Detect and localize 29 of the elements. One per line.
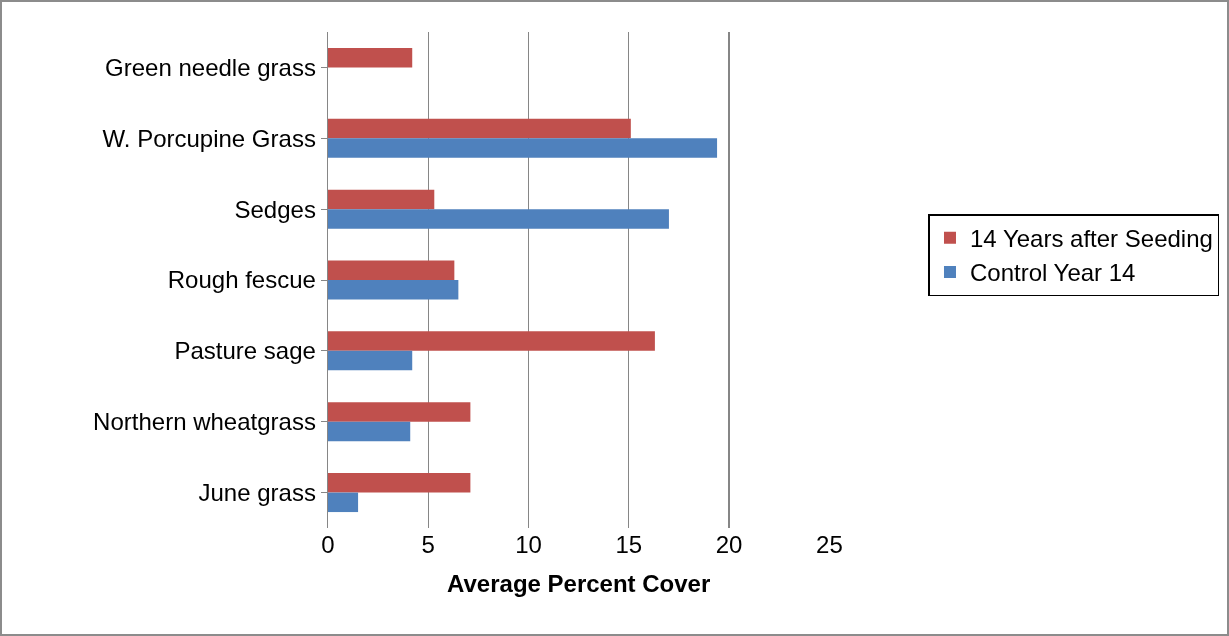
x-tick-label: 0 xyxy=(321,531,335,558)
y-tick-label: June grass xyxy=(198,478,316,506)
x-axis-title: Average Percent Cover xyxy=(447,570,711,598)
y-tick-label: Rough fescue xyxy=(167,266,316,294)
legend-label: Control Year 14 xyxy=(969,259,1136,287)
y-tick-label: Sedges xyxy=(234,195,316,223)
x-tick-label: 5 xyxy=(421,531,435,558)
y-tick-label: Northern wheatgrass xyxy=(93,408,316,436)
bar xyxy=(328,47,413,68)
y-tick-label: W. Porcupine Grass xyxy=(102,124,316,152)
y-tick-label: Pasture sage xyxy=(174,337,316,365)
bar xyxy=(328,402,471,422)
bar xyxy=(328,138,718,158)
legend-label: 14 Years after Seeding xyxy=(969,225,1213,253)
y-tick-label: Green needle grass xyxy=(105,53,316,81)
bar xyxy=(328,280,459,300)
x-tick-label: 25 xyxy=(816,531,843,558)
x-tick-label: 20 xyxy=(715,531,743,558)
bar xyxy=(328,492,359,513)
bar xyxy=(328,189,435,210)
x-tick-label: 10 xyxy=(515,531,542,558)
bar xyxy=(328,118,631,139)
x-tick-label: 15 xyxy=(615,531,643,558)
bar xyxy=(328,473,471,493)
bar xyxy=(328,421,411,442)
bar xyxy=(328,209,669,229)
bar xyxy=(328,350,413,371)
bar xyxy=(328,331,655,351)
bar xyxy=(328,260,455,280)
